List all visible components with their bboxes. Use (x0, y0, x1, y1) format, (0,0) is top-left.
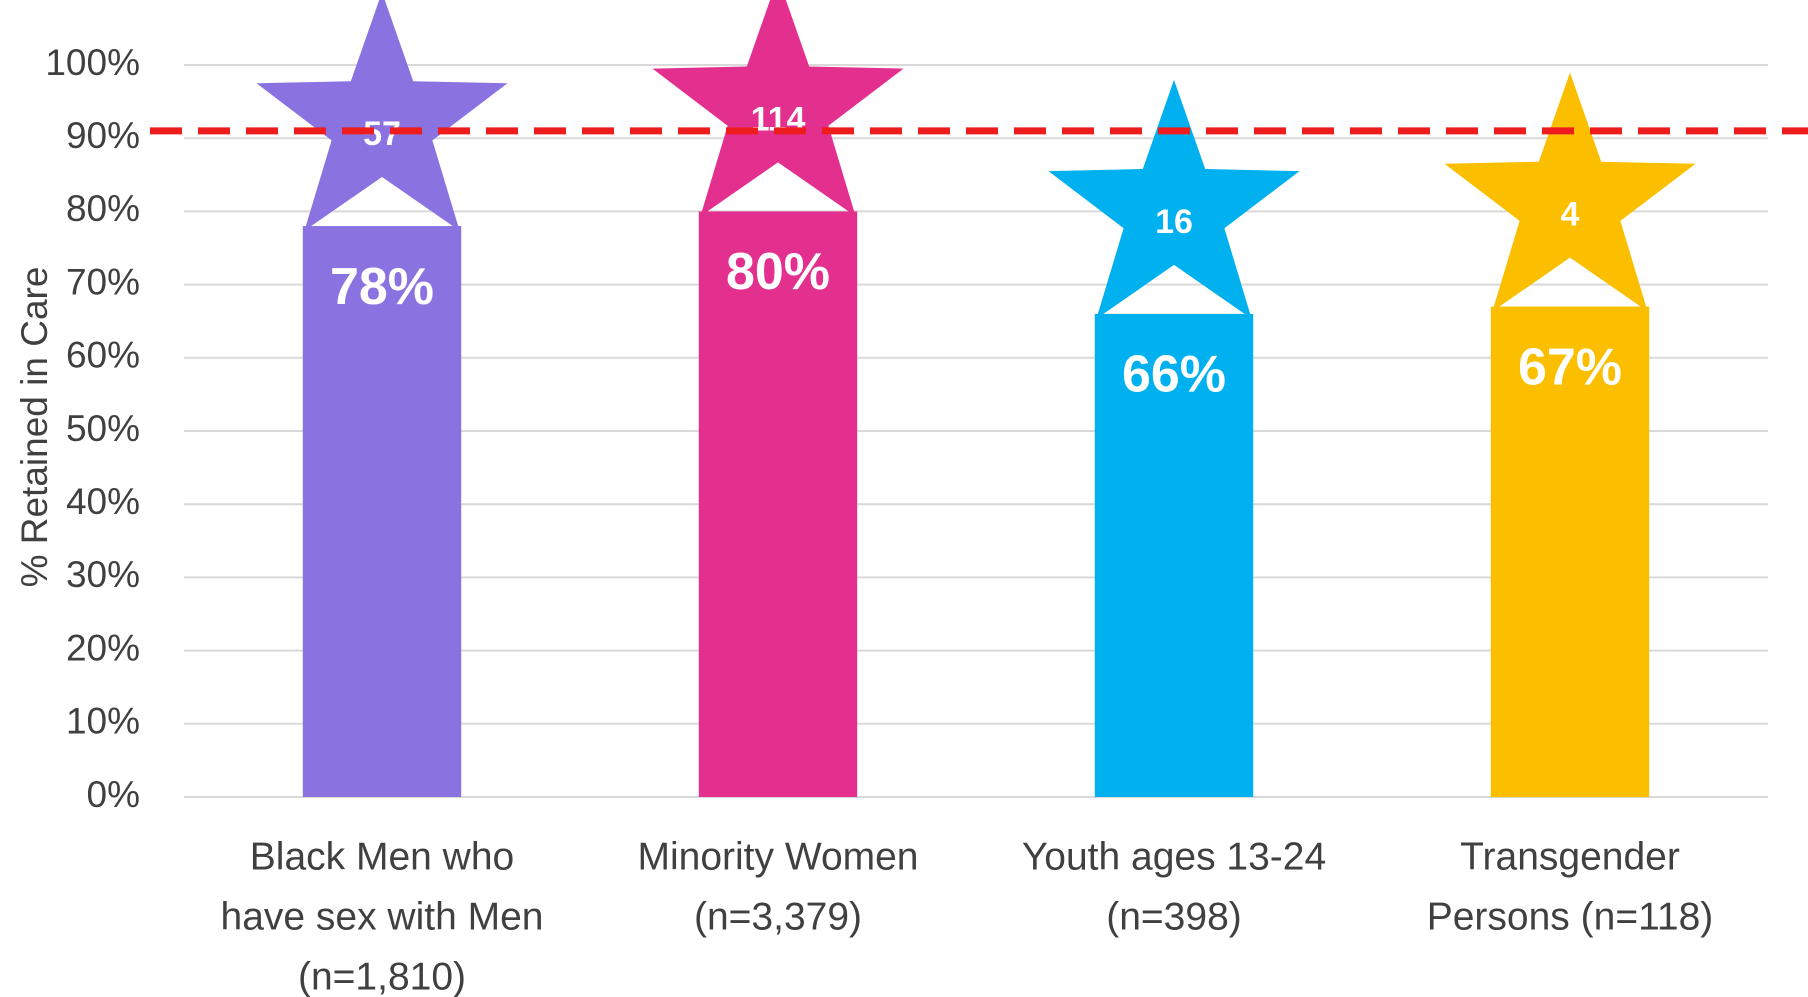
star (1444, 72, 1696, 312)
x-tick-label: (n=3,379) (694, 895, 862, 938)
value-label: 67% (1518, 338, 1622, 396)
y-tick-label: 70% (66, 261, 140, 302)
y-tick-label: 90% (66, 115, 140, 156)
star (652, 0, 904, 217)
x-tick-label: Persons (n=118) (1427, 895, 1714, 938)
x-tick-label: (n=398) (1106, 895, 1242, 938)
bar (1490, 306, 1650, 797)
star-label: 16 (1155, 203, 1193, 241)
x-tick-label: Minority Women (637, 835, 918, 878)
x-tick-label: (n=1,810) (298, 955, 466, 997)
y-tick-label: 0% (87, 774, 140, 815)
y-tick-label: 30% (66, 554, 140, 595)
y-tick-label: 60% (66, 335, 140, 376)
value-label: 80% (726, 243, 830, 301)
y-tick-label: 100% (45, 42, 140, 83)
x-tick-label: have sex with Men (221, 895, 544, 938)
bar (302, 226, 462, 798)
x-tick-label: Youth ages 13-24 (1022, 835, 1326, 878)
y-tick-label: 80% (66, 188, 140, 229)
star (1048, 79, 1300, 319)
value-label: 66% (1122, 346, 1226, 404)
x-tick-label: Transgender (1460, 835, 1680, 878)
star-label: 4 (1561, 196, 1580, 234)
bar (1094, 313, 1254, 797)
y-axis-label: % Retained in Care (14, 267, 55, 588)
star (256, 0, 508, 231)
y-tick-label: 20% (66, 627, 140, 668)
value-label: 78% (330, 258, 434, 316)
y-tick-label: 10% (66, 701, 140, 742)
y-tick-label: 40% (66, 481, 140, 522)
x-tick-label: Black Men who (250, 835, 514, 878)
y-tick-label: 50% (66, 408, 140, 449)
bar (698, 211, 858, 797)
